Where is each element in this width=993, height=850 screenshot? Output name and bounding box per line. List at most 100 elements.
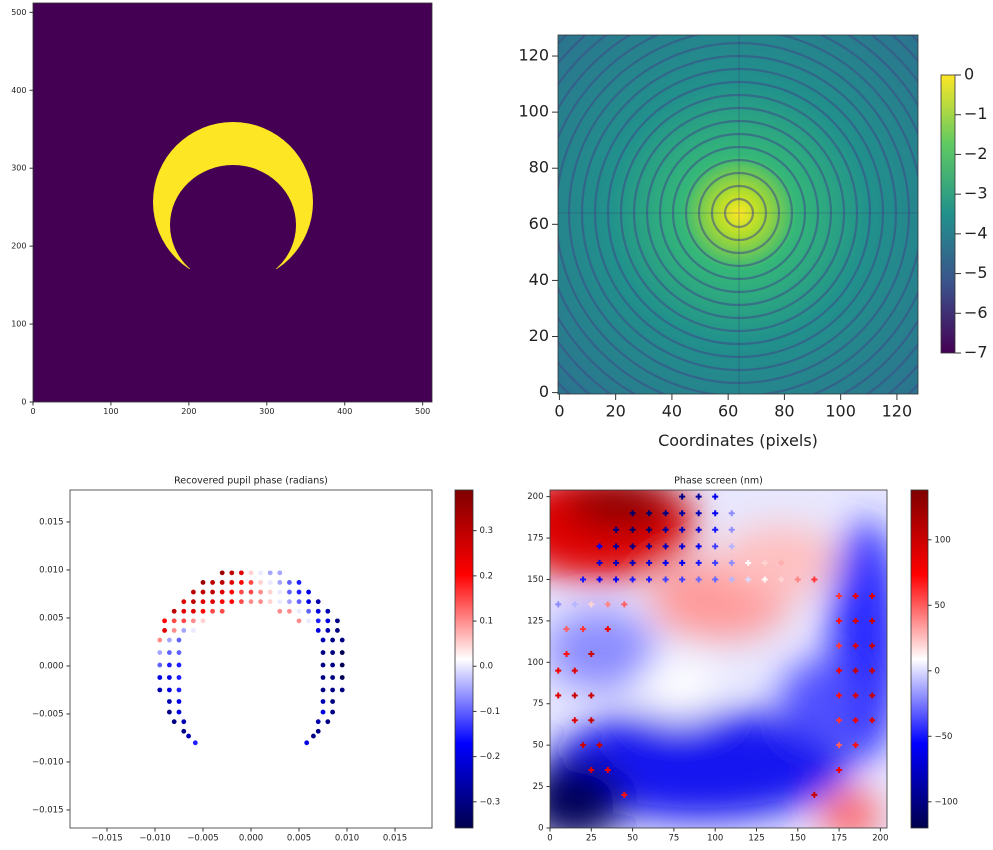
phase-point — [157, 662, 163, 668]
phase-cross — [836, 767, 843, 774]
phase-point — [210, 608, 215, 614]
phase-point — [258, 570, 264, 576]
y-tick-label: 125 — [527, 616, 543, 626]
phase-point — [248, 580, 254, 585]
phase-point — [277, 570, 283, 576]
phase-point — [176, 709, 182, 715]
phase-cross — [613, 526, 620, 533]
phase-point — [304, 740, 310, 746]
phase-point — [190, 608, 196, 614]
colorbar-tick-label: −0.3 — [480, 797, 501, 807]
phase-cross — [571, 667, 578, 674]
colorbar-tick-label: 0 — [964, 65, 974, 84]
phase-point — [166, 687, 172, 693]
phase-point — [171, 608, 177, 614]
x-tick-label: 0 — [554, 402, 564, 421]
phase-point — [210, 589, 215, 595]
phase-cross — [852, 742, 859, 749]
x-tick-label: 50 — [627, 833, 638, 843]
phase-point — [267, 599, 273, 605]
phase-point — [267, 570, 273, 576]
phase-point — [219, 599, 225, 605]
phase-point — [320, 637, 326, 643]
phase-point — [335, 628, 340, 633]
phase-point — [306, 589, 312, 595]
phase-cross — [679, 510, 686, 517]
phase-point — [330, 662, 336, 668]
phase-point — [296, 618, 302, 624]
phase-point — [325, 719, 331, 725]
phase-point — [320, 662, 326, 668]
phase-cross — [852, 593, 859, 600]
colorbar-tick-label: 0.2 — [480, 571, 494, 581]
axes-frame — [32, 2, 433, 403]
y-tick-label: 40 — [529, 270, 549, 289]
x-tick-label: 0 — [547, 833, 552, 843]
x-tick-label: 100 — [825, 402, 856, 421]
phase-point — [162, 618, 167, 624]
phase-point — [190, 618, 196, 624]
phase-cross — [836, 692, 843, 699]
phase-point — [166, 699, 172, 704]
phase-cross — [629, 543, 636, 550]
phase-point — [200, 599, 206, 605]
phase-cross — [555, 692, 562, 699]
phase-point — [287, 608, 292, 614]
chart-title: Recovered pupil phase (radians) — [174, 476, 328, 487]
phase-cross — [555, 667, 562, 674]
phase-cross — [555, 601, 562, 608]
phase-cross — [613, 559, 620, 566]
phase-cross — [869, 642, 876, 649]
phase-point — [296, 608, 302, 614]
y-tick-label: 100 — [11, 320, 26, 329]
phase-point — [181, 628, 187, 633]
phase-point — [200, 580, 206, 585]
phase-cross — [695, 510, 702, 517]
phase-point — [315, 608, 321, 614]
phase-cross — [836, 742, 843, 749]
phase-cross — [852, 642, 859, 649]
phase-cross — [852, 617, 859, 624]
y-tick-label: 0.000 — [39, 661, 63, 671]
phase-point — [320, 699, 326, 704]
x-tick-label: 25 — [586, 833, 597, 843]
y-tick-label: 80 — [529, 158, 549, 177]
phase-cross — [712, 576, 719, 583]
phase-cross — [588, 601, 595, 608]
phase-point — [277, 580, 283, 585]
x-tick-label: 300 — [259, 407, 274, 416]
phase-cross — [646, 510, 653, 517]
x-axis-label: Coordinates (pixels) — [658, 431, 818, 450]
x-tick-label: 400 — [337, 407, 352, 416]
y-tick-label: 0 — [21, 398, 26, 407]
phase-cross — [571, 601, 578, 608]
phase-point — [335, 618, 340, 624]
phase-screen-image — [550, 490, 887, 828]
phase-point — [339, 687, 345, 693]
x-tick-label: 120 — [882, 402, 913, 421]
phase-cross — [662, 543, 669, 550]
x-tick-label: 0.010 — [335, 833, 359, 843]
axes-frame — [549, 489, 888, 829]
colorbar-tick-label: −100 — [935, 797, 958, 807]
phase-cross — [695, 559, 702, 566]
phase-point — [181, 608, 187, 614]
x-tick-label: 0.000 — [239, 833, 263, 843]
phase-cross — [811, 576, 818, 583]
x-tick-label: 100 — [707, 833, 723, 843]
phase-cross — [728, 576, 735, 583]
phase-point — [330, 637, 336, 643]
phase-point — [162, 628, 167, 633]
phase-point — [166, 637, 172, 643]
phase-point — [287, 589, 292, 595]
x-tick-label: −0.010 — [139, 833, 170, 843]
colorbar-tick-label: −6 — [964, 303, 988, 322]
phase-point — [330, 687, 336, 693]
phase-point — [277, 589, 283, 595]
x-tick-label: 80 — [774, 402, 794, 421]
colorbar-tick-label: 0.0 — [480, 662, 494, 672]
y-tick-label: 0 — [538, 824, 543, 834]
phase-point — [238, 580, 244, 585]
y-tick-label: 0.010 — [39, 565, 63, 575]
phase-point — [181, 599, 187, 605]
